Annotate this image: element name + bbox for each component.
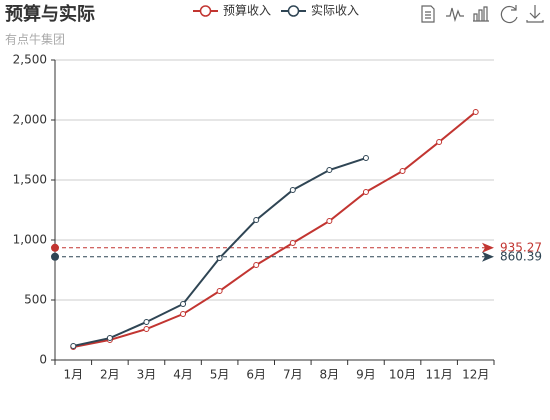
restore-button[interactable]: [500, 5, 518, 24]
series-line: [73, 111, 477, 349]
y-tick-label: 1,500: [13, 173, 47, 187]
data-point: [70, 342, 77, 349]
legend-label[interactable]: 预算收入: [223, 3, 271, 18]
x-tick-label: 6月: [246, 368, 266, 382]
x-tick-label: 10月: [389, 368, 416, 382]
save-image-button[interactable]: [526, 5, 544, 23]
x-tick-label: 2月: [100, 368, 120, 382]
data-point: [106, 335, 113, 342]
data-point: [362, 189, 369, 195]
data-point: [143, 318, 150, 325]
chart-title: 预算与实际: [5, 3, 95, 25]
data-point: [399, 168, 406, 174]
data-point: [216, 288, 223, 294]
y-tick-label: 2,500: [13, 53, 47, 67]
data-point: [362, 155, 369, 162]
y-tick-label: 2,000: [13, 113, 47, 127]
average-start: [51, 243, 59, 252]
data-point: [216, 255, 223, 261]
x-tick-label: 9月: [356, 368, 376, 382]
data-point: [253, 261, 260, 268]
x-tick-label: 11月: [425, 368, 452, 382]
x-tick-label: 4月: [173, 368, 193, 382]
data-point: [436, 138, 443, 145]
data-point: [180, 311, 187, 318]
series-line: [73, 157, 367, 347]
x-tick-label: 5月: [210, 368, 230, 382]
average-arrow: [482, 251, 494, 262]
average-label: 935.27: [500, 240, 542, 254]
line-switch-button[interactable]: [446, 7, 464, 23]
legend-label[interactable]: 实际收入: [311, 3, 359, 18]
data-point: [143, 326, 150, 333]
toolbox: [421, 5, 544, 24]
average-label: 860.39: [500, 249, 542, 263]
average-arrow: [482, 242, 494, 253]
x-tick-label: 8月: [320, 368, 340, 382]
y-tick-label: 1,000: [13, 233, 47, 247]
data-point: [289, 186, 296, 193]
legend-icon[interactable]: [199, 5, 212, 17]
x-tick-label: 1月: [63, 368, 83, 382]
average-start: [51, 252, 59, 261]
data-point: [472, 108, 479, 115]
data-point: [326, 167, 333, 174]
y-tick-label: 500: [24, 293, 47, 307]
legend-icon[interactable]: [287, 5, 300, 17]
bar-switch-button[interactable]: [473, 6, 489, 22]
data-point: [180, 300, 187, 307]
y-tick-label: 0: [39, 353, 47, 367]
data-point: [326, 218, 333, 225]
x-tick-label: 7月: [283, 368, 303, 382]
data-view-button[interactable]: [421, 5, 435, 23]
data-point: [289, 240, 296, 246]
chart-subtitle: 有点牛集团: [5, 32, 65, 47]
data-point: [253, 216, 260, 223]
x-tick-label: 12月: [462, 368, 489, 382]
x-tick-label: 3月: [137, 368, 157, 382]
